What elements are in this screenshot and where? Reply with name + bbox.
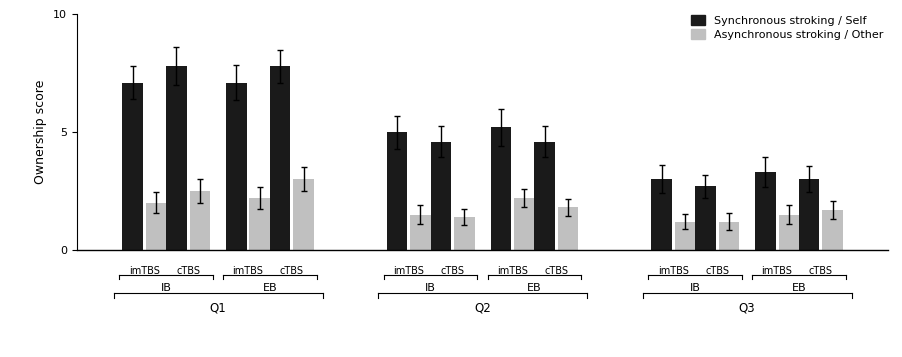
Bar	[799, 179, 819, 250]
Bar	[514, 198, 535, 250]
Bar	[651, 179, 672, 250]
Bar	[557, 207, 578, 250]
Text: cTBS: cTBS	[176, 266, 200, 276]
Text: Q1: Q1	[209, 302, 226, 315]
Text: imTBS: imTBS	[497, 266, 528, 276]
Text: Q2: Q2	[474, 302, 491, 315]
Bar	[166, 66, 187, 250]
Bar	[535, 141, 555, 250]
Text: cTBS: cTBS	[440, 266, 465, 276]
Bar	[189, 191, 210, 250]
Text: IB: IB	[690, 283, 701, 293]
Bar	[454, 217, 474, 250]
Text: EB: EB	[262, 283, 277, 293]
Text: imTBS: imTBS	[761, 266, 793, 276]
Bar	[695, 186, 715, 250]
Legend: Synchronous stroking / Self, Asynchronous stroking / Other: Synchronous stroking / Self, Asynchronou…	[691, 15, 883, 40]
Text: imTBS: imTBS	[393, 266, 424, 276]
Text: cTBS: cTBS	[705, 266, 729, 276]
Bar	[755, 172, 776, 250]
Bar	[226, 82, 246, 250]
Bar	[123, 82, 143, 250]
Text: IB: IB	[425, 283, 437, 293]
Bar	[410, 215, 430, 250]
Text: IB: IB	[161, 283, 171, 293]
Bar	[778, 215, 799, 250]
Text: EB: EB	[792, 283, 806, 293]
Bar	[270, 66, 290, 250]
Text: Q3: Q3	[739, 302, 755, 315]
Bar	[719, 222, 739, 250]
Text: imTBS: imTBS	[233, 266, 263, 276]
Text: cTBS: cTBS	[280, 266, 304, 276]
Text: imTBS: imTBS	[658, 266, 689, 276]
Bar	[250, 198, 270, 250]
Bar	[293, 179, 314, 250]
Bar	[675, 222, 695, 250]
Text: cTBS: cTBS	[809, 266, 833, 276]
Bar	[823, 210, 842, 250]
Text: cTBS: cTBS	[545, 266, 568, 276]
Bar	[146, 203, 166, 250]
Bar	[491, 127, 511, 250]
Bar	[387, 132, 408, 250]
Bar	[430, 141, 451, 250]
Y-axis label: Ownership score: Ownership score	[34, 80, 48, 184]
Text: imTBS: imTBS	[129, 266, 160, 276]
Text: EB: EB	[527, 283, 542, 293]
